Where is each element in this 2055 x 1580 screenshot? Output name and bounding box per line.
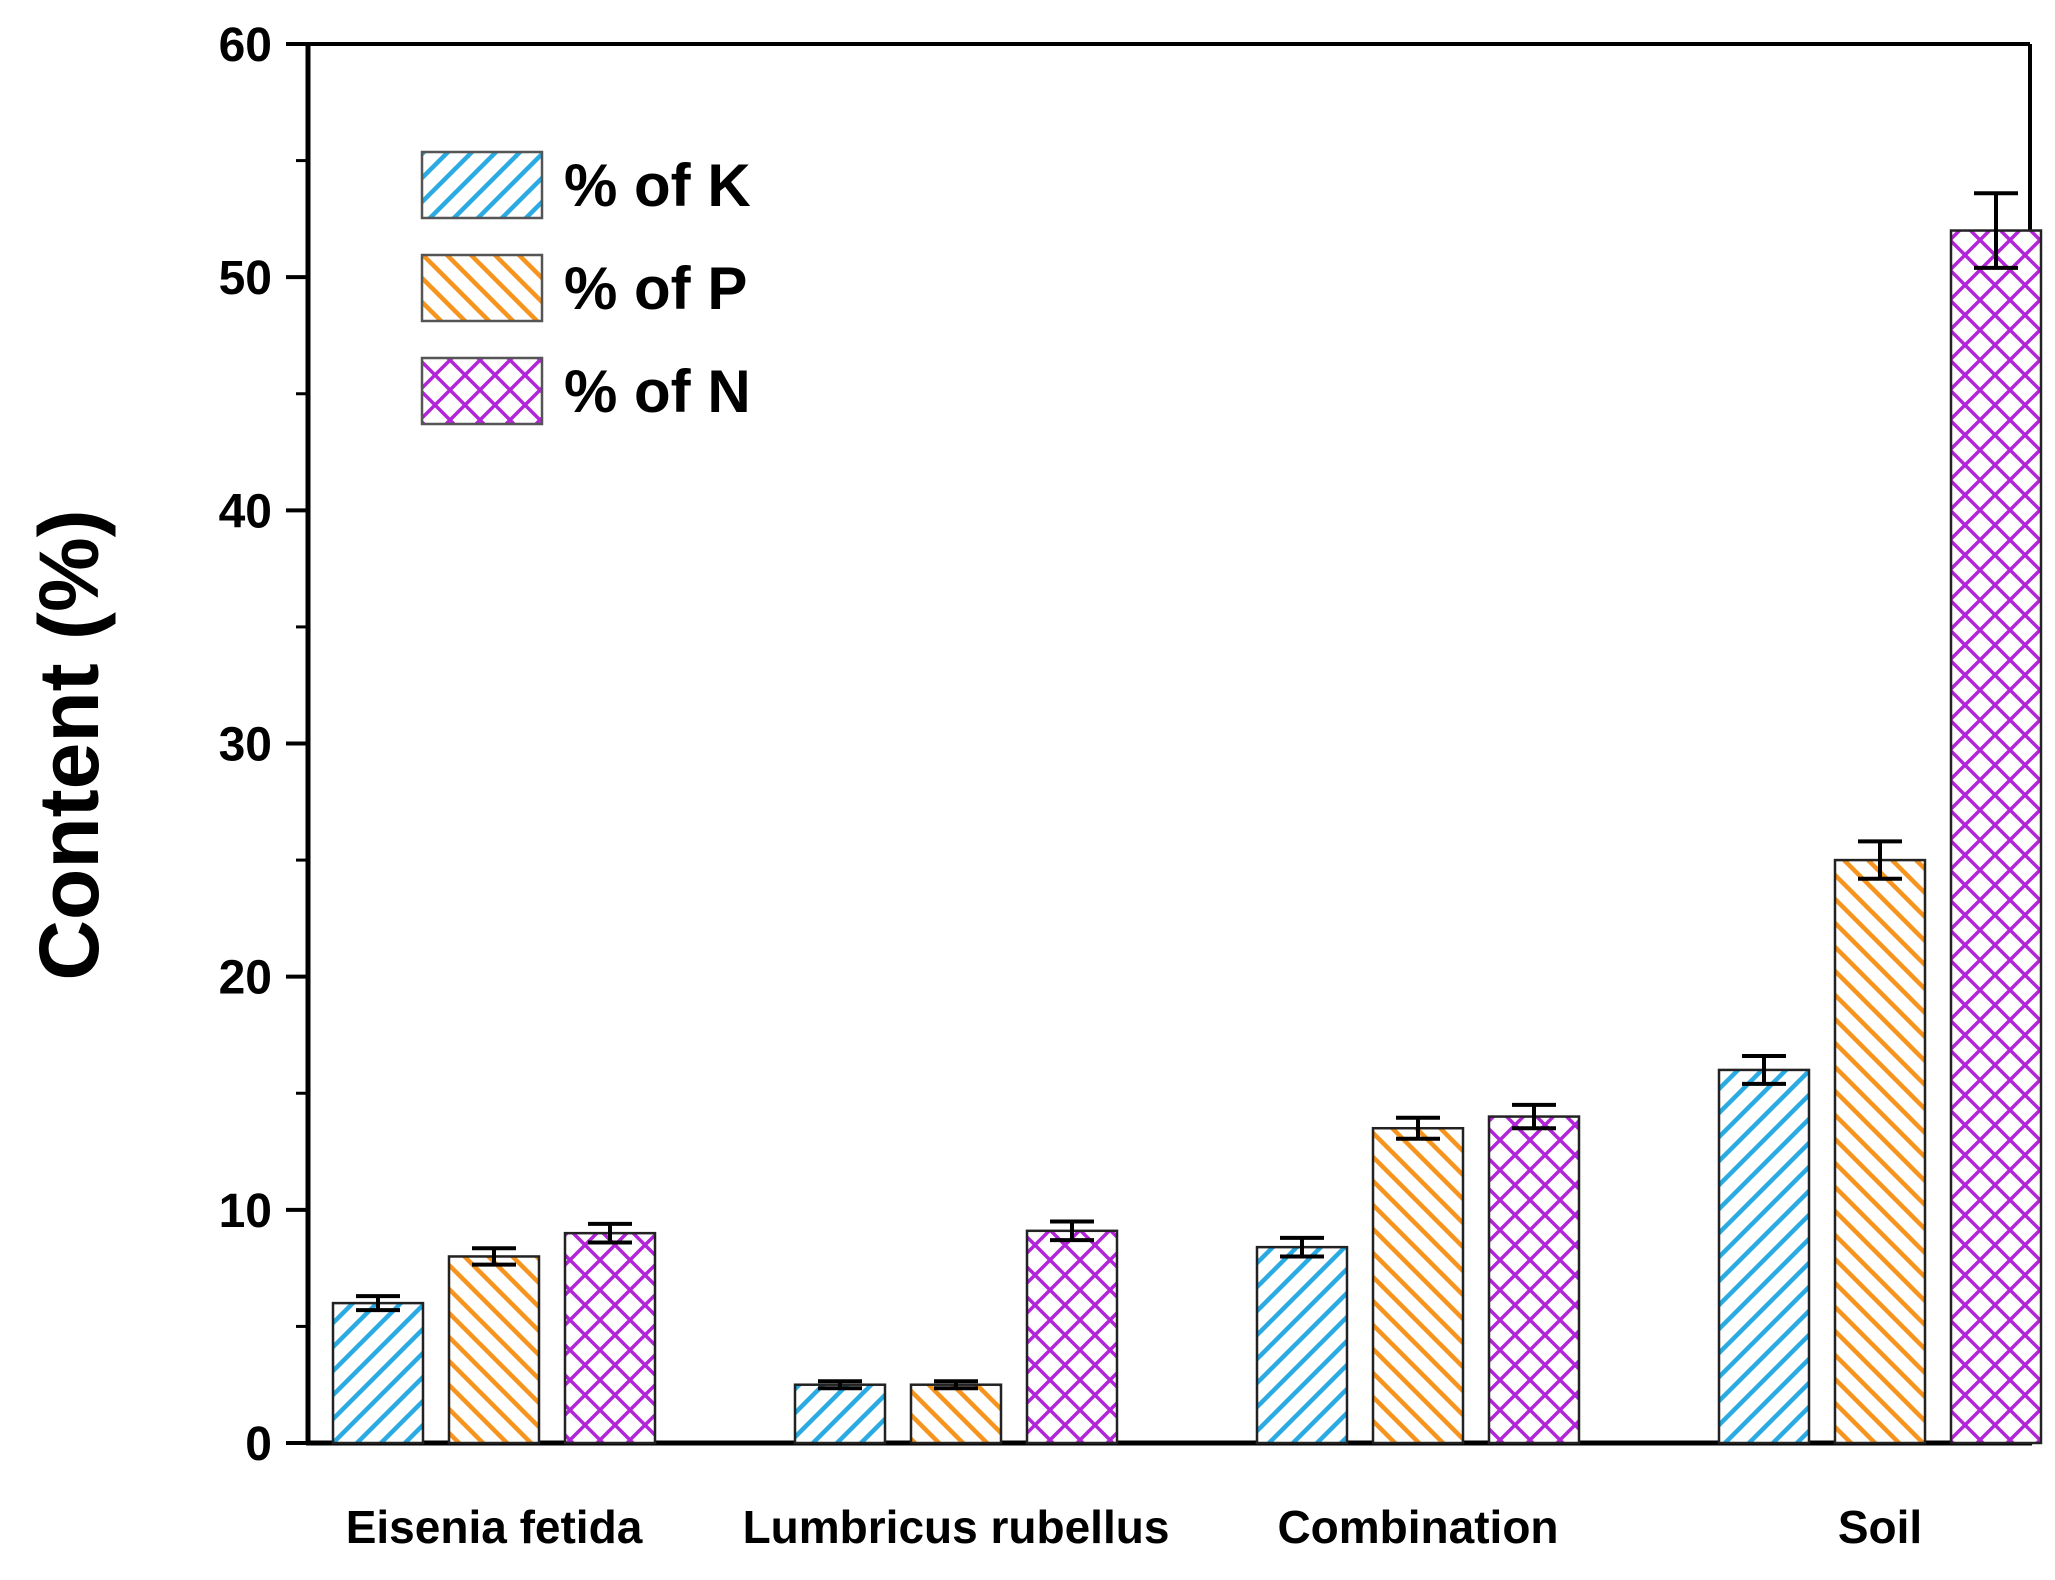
y-tick-label: 0 [245,1418,272,1471]
legend-swatch-2 [420,356,544,426]
error-bar [1396,1115,1440,1141]
error-bar [934,1379,978,1391]
error-bars-layer [356,191,2018,1391]
bar-ofk-0 [331,1301,425,1445]
legend-label-1: % of P [564,255,747,322]
error-bar [472,1246,516,1267]
legend-label-0: % of K [564,152,751,219]
x-tick-label: Combination [1277,1501,1558,1553]
error-bar [1858,839,1902,881]
error-bar [1280,1235,1324,1259]
y-tick-label: 40 [219,485,272,538]
bars-layer [331,229,2043,1445]
bar-ofp-2 [1371,1126,1465,1445]
y-tick-label: 30 [219,719,272,772]
bar-ofn-3 [1949,229,2043,1445]
y-tick-label: 50 [219,252,272,305]
x-tick-label: Soil [1838,1501,1922,1553]
x-tick-label: Lumbricus rubellus [743,1501,1170,1553]
bar-ofp-0 [447,1255,541,1445]
legend-swatch-0 [420,150,544,220]
bar-ofn-2 [1487,1115,1581,1445]
error-bar [818,1379,862,1391]
bar-ofk-1 [793,1383,887,1445]
bar-ofn-1 [1025,1229,1119,1445]
bar-ofn-0 [563,1231,657,1445]
error-bar [356,1294,400,1313]
error-bar [1742,1053,1786,1086]
y-tick-label: 60 [219,19,272,72]
legend-label-2: % of N [564,358,751,425]
legend: % of K % of P % of N [420,150,751,426]
bar-ofp-1 [909,1383,1003,1445]
bar-ofp-3 [1833,858,1927,1445]
error-bar [1050,1219,1094,1243]
error-bar [1974,191,2018,270]
y-tick-label: 20 [219,952,272,1005]
y-tick-label: 10 [219,1185,272,1238]
bar-ofk-3 [1717,1068,1811,1445]
legend-swatch-1 [420,253,544,323]
error-bar [1512,1102,1556,1131]
x-tick-label: Eisenia fetida [346,1501,643,1553]
bar-ofk-2 [1255,1245,1349,1445]
y-axis-label: Content (%) [22,509,116,980]
error-bar [588,1221,632,1245]
text-layer: 0 10 20 30 40 50 60 Content (%) Eisenia fetida Lu… [22,19,1922,1553]
